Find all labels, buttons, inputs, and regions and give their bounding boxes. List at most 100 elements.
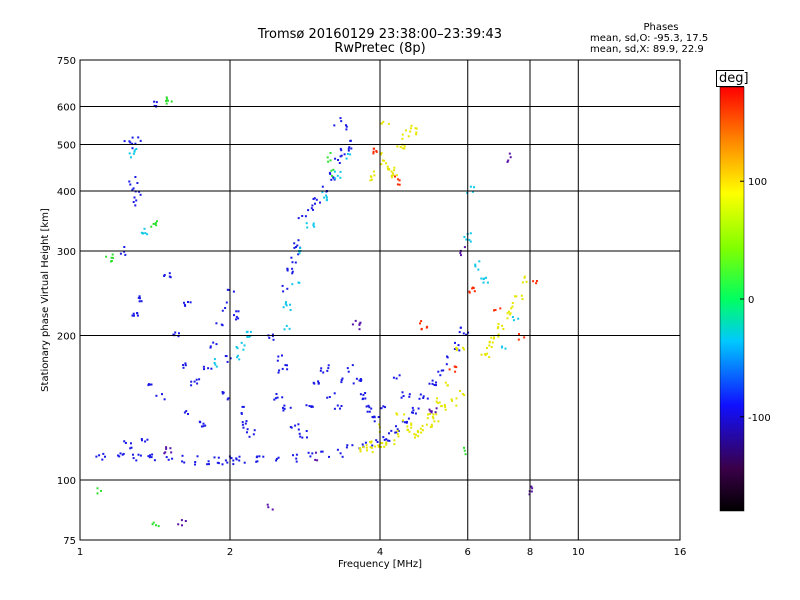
scatter-point	[242, 426, 245, 429]
scatter-point	[506, 160, 509, 163]
scatter-point	[249, 330, 252, 333]
scatter-point	[456, 348, 458, 351]
scatter-point	[310, 207, 313, 210]
scatter-point	[394, 175, 396, 178]
scatter-point	[362, 446, 365, 449]
scatter-point	[131, 142, 134, 145]
scatter-point	[354, 319, 357, 322]
scatter-point	[210, 367, 213, 370]
scatter-point	[465, 333, 468, 336]
scatter-point	[415, 133, 418, 136]
chart-subtitle: RwPretec (8p)	[334, 41, 426, 56]
scatter-point	[506, 312, 509, 315]
scatter-point	[297, 428, 300, 431]
scatter-point	[151, 453, 154, 456]
scatter-point	[422, 395, 425, 398]
scatter-point	[143, 227, 146, 230]
scatter-point	[327, 160, 330, 163]
scatter-point	[455, 397, 458, 400]
scatter-point	[468, 291, 471, 294]
scatter-point	[102, 452, 105, 455]
scatter-point	[330, 178, 333, 181]
scatter-point	[134, 204, 137, 207]
scatter-point	[277, 371, 280, 374]
scatter-point	[415, 131, 418, 134]
scatter-point	[497, 325, 500, 328]
scatter-point	[328, 396, 331, 398]
scatter-point	[383, 445, 386, 448]
scatter-point	[429, 410, 432, 413]
scatter-point	[455, 404, 458, 407]
scatter-point	[531, 487, 534, 490]
scatter-point	[217, 462, 220, 465]
scatter-point	[338, 162, 341, 164]
chart-title: Tromsø 20160129 23:38:00–23:39:43	[257, 27, 503, 42]
scatter-point	[407, 135, 410, 138]
scatter-point	[132, 453, 134, 456]
scatter-point	[509, 156, 512, 159]
scatter-point	[418, 397, 421, 400]
scatter-point	[345, 446, 348, 449]
scatter-point	[428, 413, 431, 415]
scatter-point	[485, 276, 487, 279]
scatter-point	[284, 302, 287, 305]
scatter-point	[285, 301, 287, 304]
scatter-point	[458, 349, 461, 352]
scatter-point	[147, 384, 150, 387]
scatter-point	[419, 322, 421, 325]
scatter-point	[281, 354, 283, 357]
scatter-point	[339, 407, 341, 410]
scatter-point	[339, 176, 342, 179]
scatter-point	[392, 174, 395, 177]
scatter-point	[407, 417, 410, 420]
scatter-point	[312, 222, 315, 225]
scatter-point	[274, 397, 277, 400]
scatter-point	[390, 170, 393, 173]
scatter-point	[246, 335, 249, 338]
scatter-point	[370, 441, 372, 444]
scatter-point	[377, 445, 380, 448]
scatter-point	[236, 354, 239, 357]
scatter-point	[468, 238, 471, 241]
scatter-point	[238, 459, 241, 462]
scatter-point	[256, 455, 259, 458]
scatter-point	[319, 201, 321, 204]
x-tick-label: 4	[377, 547, 383, 558]
scatter-point	[161, 393, 163, 396]
scatter-point	[329, 152, 332, 154]
scatter-point	[347, 370, 350, 373]
scatter-point	[439, 374, 442, 377]
scatter-point	[435, 413, 438, 416]
scatter-point	[111, 253, 114, 256]
scatter-point	[493, 309, 495, 312]
scatter-point	[312, 224, 315, 227]
scatter-point	[458, 331, 461, 334]
scatter-point	[235, 315, 238, 318]
scatter-point	[295, 246, 297, 248]
scatter-point	[429, 426, 432, 428]
scatter-point	[514, 295, 516, 298]
scatter-point	[215, 322, 218, 325]
scatter-point	[486, 352, 489, 355]
scatter-point	[376, 441, 379, 443]
scatter-point	[359, 448, 362, 451]
scatter-point	[241, 405, 244, 408]
scatter-point	[146, 233, 149, 236]
scatter-point	[132, 152, 135, 155]
scatter-point	[226, 360, 229, 363]
scatter-point	[390, 174, 393, 177]
scatter-point	[416, 429, 419, 432]
scatter-point	[359, 321, 362, 324]
scatter-point	[163, 398, 166, 401]
scatter-point	[397, 435, 400, 438]
scatter-point	[380, 153, 382, 156]
scatter-point	[180, 519, 183, 522]
scatter-point	[377, 416, 380, 418]
scatter-point	[152, 521, 155, 524]
scatter-point	[407, 429, 409, 432]
scatter-point	[392, 376, 395, 379]
scatter-point	[488, 356, 491, 359]
scatter-point	[459, 389, 461, 392]
scatter-point	[502, 328, 505, 330]
scatter-point	[473, 290, 476, 293]
